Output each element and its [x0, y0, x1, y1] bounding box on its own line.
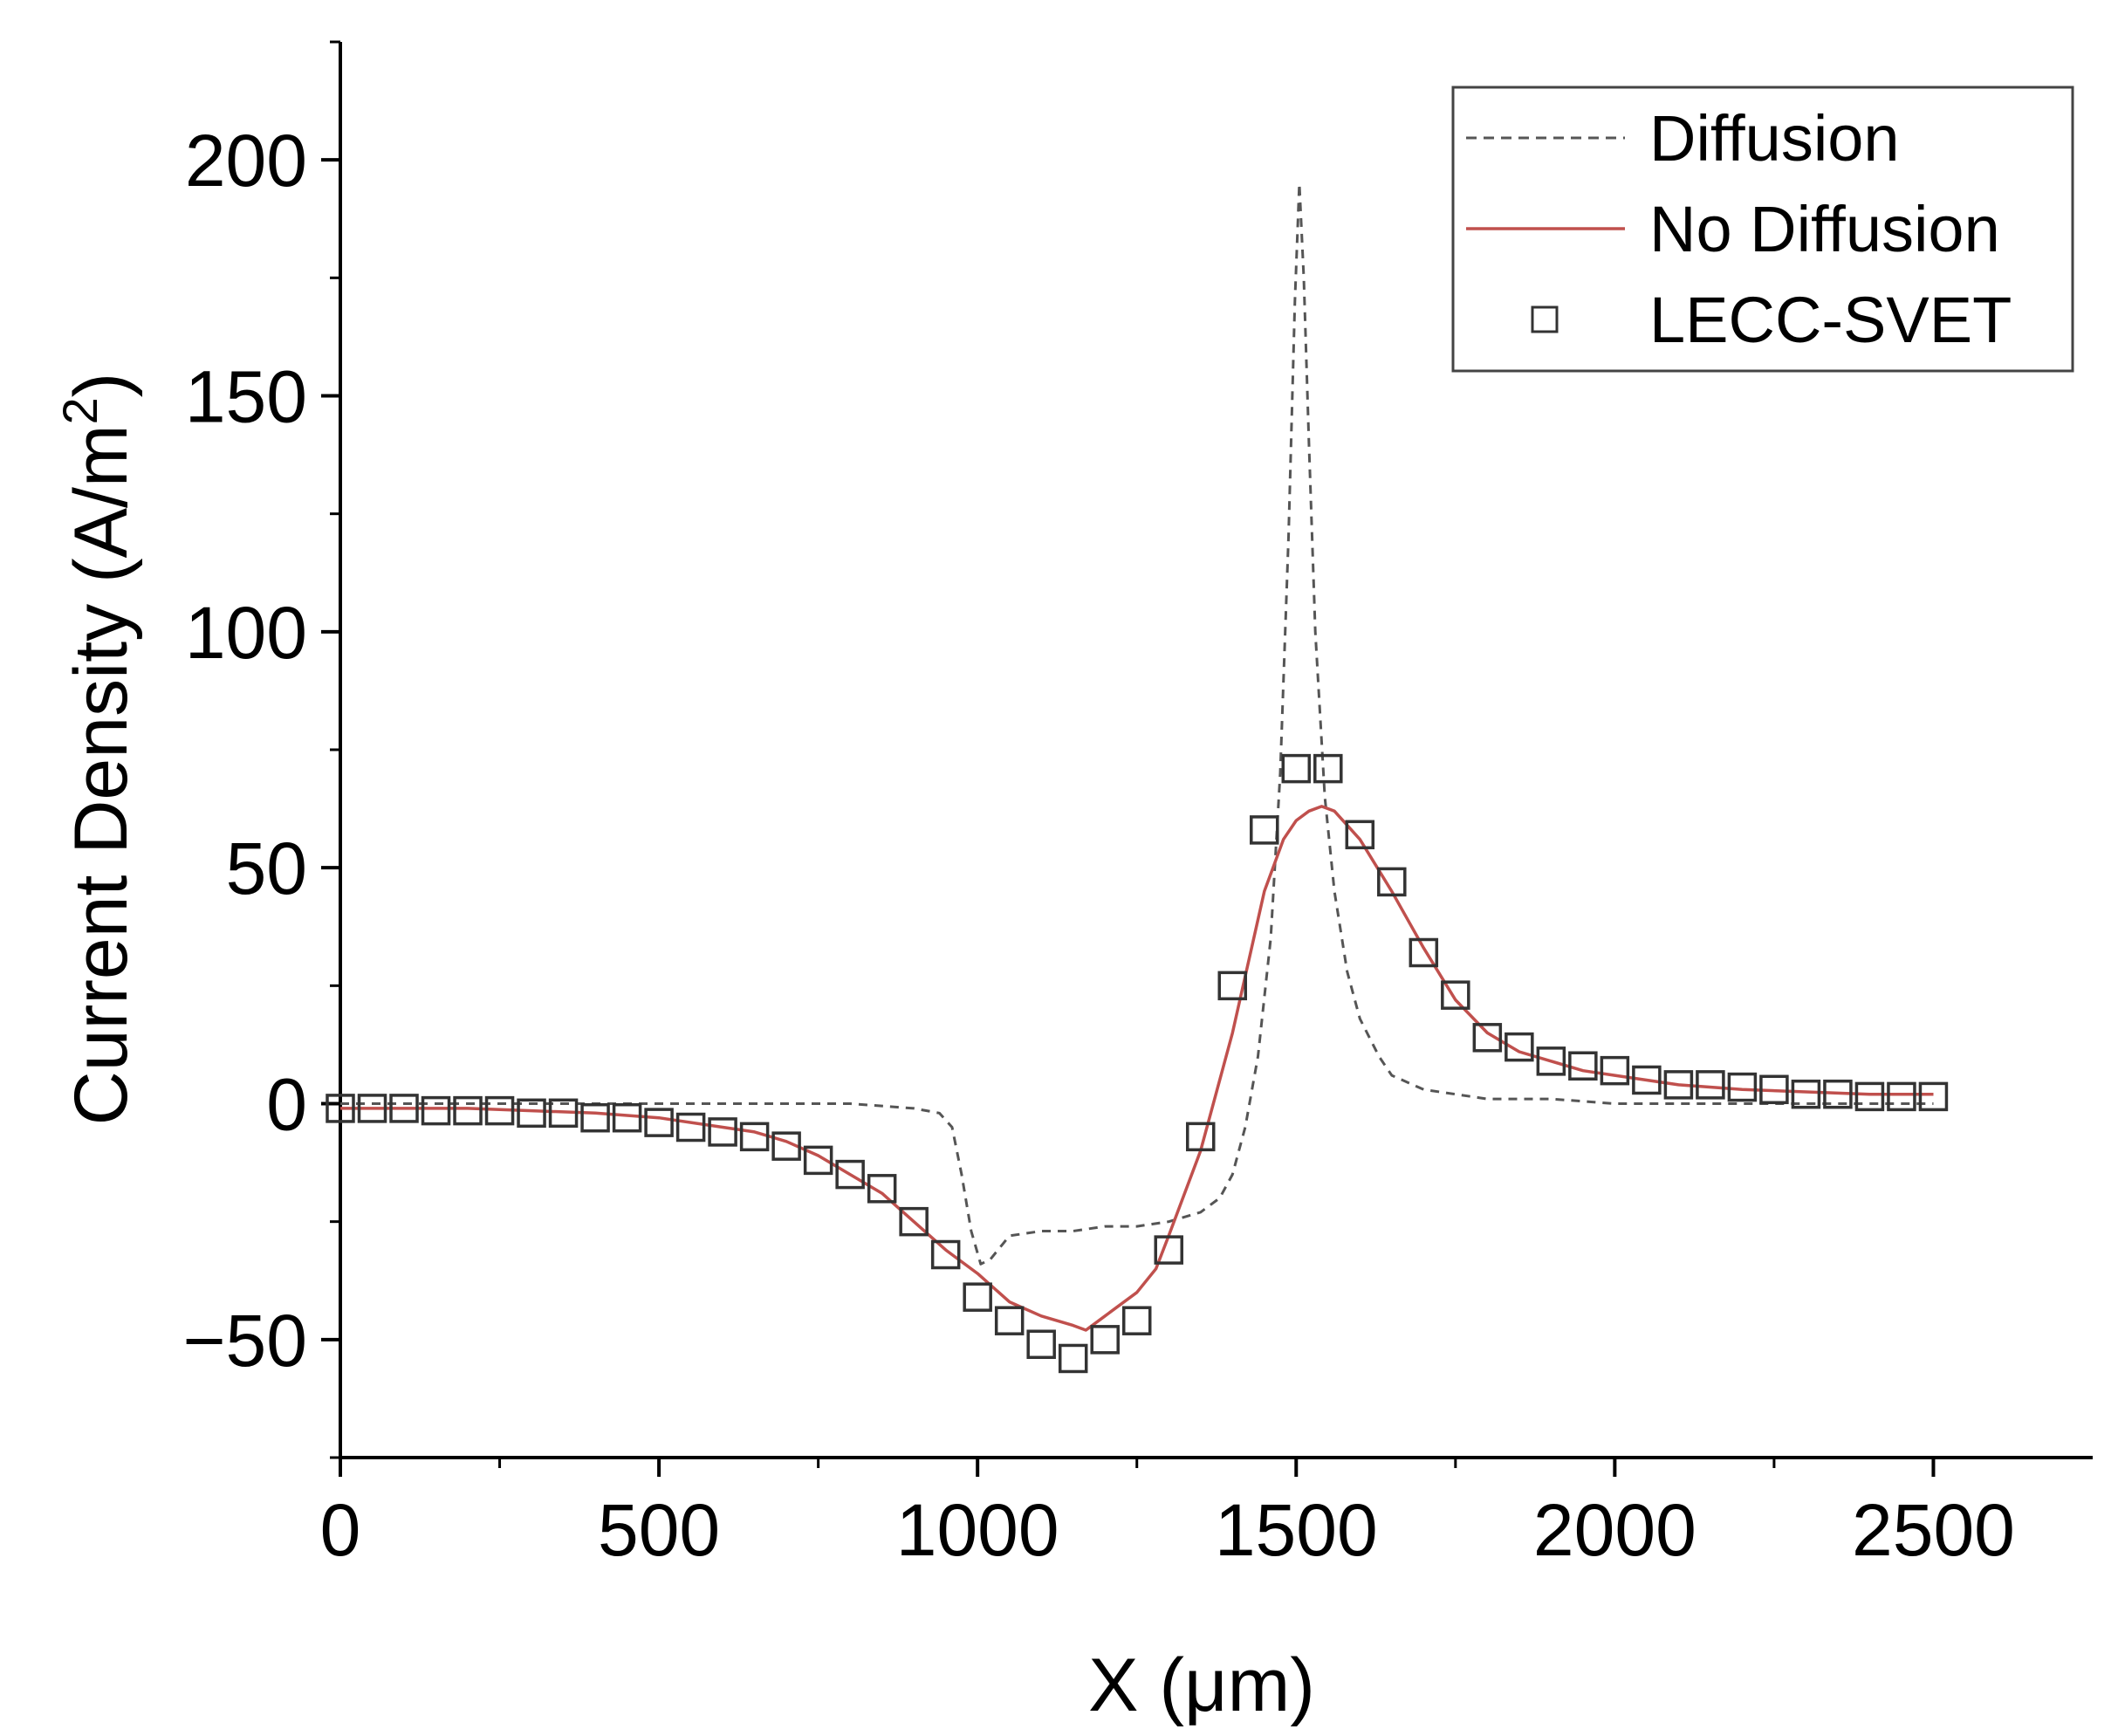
data-point-lecc-svet — [739, 1122, 770, 1152]
x-tick-label: 2000 — [1533, 1489, 1696, 1571]
data-point-lecc-svet — [1154, 1235, 1183, 1265]
data-point-lecc-svet — [899, 1206, 929, 1237]
x-tick-label: 500 — [598, 1489, 720, 1571]
data-point-lecc-svet — [1696, 1070, 1725, 1100]
y-axis-title: Current Density (A/m2) — [52, 373, 143, 1126]
data-point-lecc-svet — [1536, 1046, 1566, 1076]
y-tick-label: 200 — [185, 120, 307, 202]
data-point-lecc-svet — [1377, 867, 1407, 897]
data-point-lecc-svet — [1887, 1081, 1916, 1112]
data-point-lecc-svet — [771, 1131, 801, 1161]
series-line-no-diffusion — [340, 805, 1934, 1332]
x-tick-label: 1000 — [896, 1489, 1059, 1571]
data-point-lecc-svet — [1663, 1070, 1694, 1100]
data-point-lecc-svet — [484, 1095, 515, 1126]
data-point-lecc-svet — [1026, 1329, 1056, 1359]
y-tick-label: 0 — [266, 1064, 307, 1146]
data-point-lecc-svet — [835, 1159, 865, 1190]
y-axis-title-close: ) — [59, 373, 143, 398]
legend: Diffusion No Diffusion LECC-SVET — [1451, 86, 2074, 373]
data-point-lecc-svet — [1727, 1072, 1758, 1102]
data-point-lecc-svet — [1058, 1343, 1088, 1374]
x-axis-title: X (μm) — [1088, 1643, 1315, 1727]
y-tick-label: 50 — [226, 827, 307, 909]
data-point-lecc-svet — [1441, 980, 1470, 1010]
data-point-lecc-svet — [708, 1117, 737, 1147]
axis-ticks — [321, 40, 1936, 1477]
data-point-lecc-svet — [1409, 937, 1439, 968]
data-point-lecc-svet — [1791, 1079, 1821, 1109]
data-point-lecc-svet — [612, 1102, 642, 1133]
x-tick-label: 0 — [320, 1489, 361, 1571]
data-point-lecc-svet — [1505, 1032, 1534, 1062]
data-point-lecc-svet — [1345, 820, 1375, 850]
y-tick-label: −50 — [183, 1300, 308, 1382]
data-point-lecc-svet — [453, 1095, 483, 1126]
data-point-lecc-svet — [930, 1239, 961, 1270]
series-layer — [326, 182, 1949, 1374]
data-point-lecc-svet — [963, 1282, 992, 1312]
data-point-lecc-svet — [867, 1174, 897, 1204]
data-point-lecc-svet — [1600, 1055, 1630, 1086]
legend-diffusion-label: Diffusion — [1649, 102, 1900, 175]
data-point-lecc-svet — [1823, 1079, 1853, 1109]
data-point-lecc-svet — [994, 1306, 1025, 1335]
data-point-lecc-svet — [1759, 1074, 1789, 1105]
data-point-lecc-svet — [1918, 1081, 1949, 1112]
y-axis-title-superscript: 2 — [52, 397, 107, 424]
data-point-lecc-svet — [1121, 1306, 1152, 1335]
data-point-lecc-svet — [1217, 971, 1248, 1001]
legend-no-diffusion-label: No Diffusion — [1649, 193, 2000, 265]
data-point-lecc-svet — [1472, 1023, 1503, 1053]
data-point-lecc-svet — [1250, 815, 1279, 845]
data-point-lecc-svet — [517, 1098, 546, 1129]
series-line-diffusion — [340, 182, 1934, 1266]
data-point-lecc-svet — [1313, 753, 1343, 784]
data-point-lecc-svet — [1185, 1122, 1216, 1152]
data-point-lecc-svet — [421, 1095, 451, 1126]
y-axis-title-main: Current Density (A/m — [59, 424, 143, 1125]
data-point-lecc-svet — [389, 1094, 419, 1123]
x-tick-label: 2500 — [1852, 1489, 2015, 1571]
data-point-lecc-svet — [326, 1094, 355, 1123]
legend-lecc-svet-swatch — [1531, 305, 1559, 333]
plot-area: 0 500 1000 1500 2000 2500 −50 0 50 100 150 200 — [183, 40, 2093, 1571]
data-point-lecc-svet — [1090, 1325, 1120, 1355]
data-point-lecc-svet — [580, 1102, 610, 1133]
data-point-lecc-svet — [644, 1108, 674, 1137]
legend-lecc-svet-label: LECC-SVET — [1649, 284, 2012, 356]
axis-tick-labels: 0 500 1000 1500 2000 2500 −50 0 50 100 150 200 — [183, 120, 2015, 1571]
y-tick-label: 100 — [185, 592, 307, 674]
x-tick-label: 1500 — [1215, 1489, 1378, 1571]
data-point-lecc-svet — [548, 1098, 579, 1129]
data-point-lecc-svet — [1632, 1065, 1662, 1095]
y-tick-label: 150 — [185, 356, 307, 438]
data-point-lecc-svet — [675, 1112, 706, 1142]
data-point-lecc-svet — [1281, 753, 1312, 784]
data-point-lecc-svet — [803, 1145, 833, 1176]
data-point-lecc-svet — [1854, 1081, 1885, 1112]
data-point-lecc-svet — [1568, 1051, 1598, 1081]
data-point-lecc-svet — [357, 1094, 387, 1123]
